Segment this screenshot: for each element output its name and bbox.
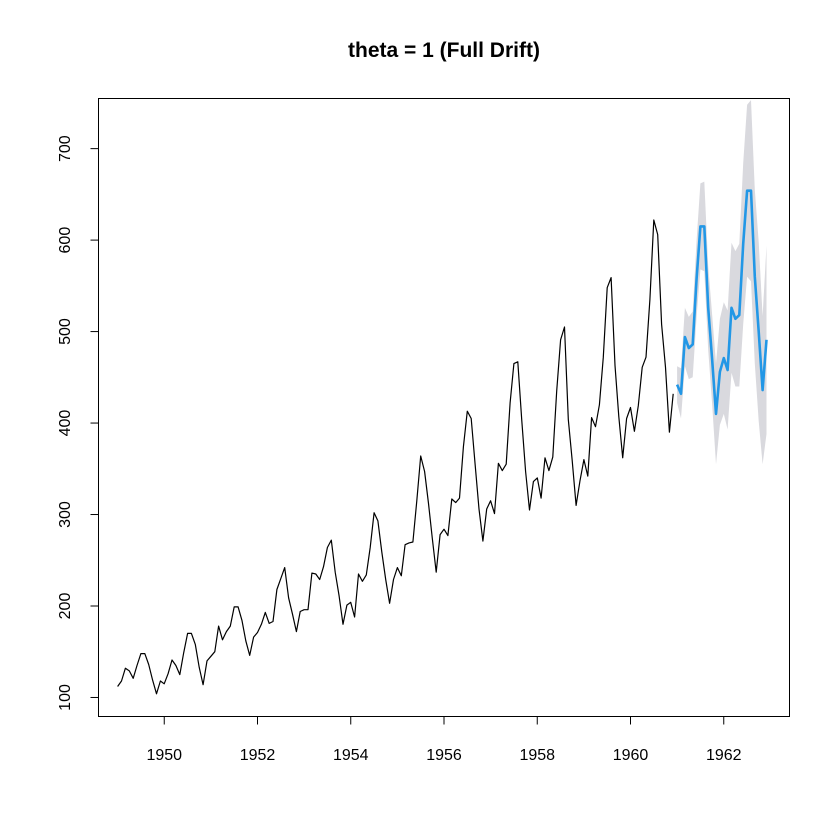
interval-band [677,100,767,465]
forecast-interval [677,100,767,465]
x-tick-label: 1960 [613,747,649,764]
y-axis: 100 200 300 400 500 600 700 [57,135,99,711]
x-tick-label: 1952 [240,747,276,764]
y-tick-label: 300 [57,501,74,528]
forecast-series-line [675,189,768,416]
y-tick-label: 600 [57,227,74,254]
x-tick-label: 1954 [333,747,369,764]
y-tick-label: 400 [57,410,74,437]
x-tick-label: 1962 [706,747,742,764]
chart-title: theta = 1 (Full Drift) [348,39,540,62]
plot-area-frame [98,98,790,717]
x-tick-label: 1958 [519,747,555,764]
y-tick-label: 700 [57,135,74,162]
y-tick-label: 200 [57,593,74,620]
y-tick-label: 500 [57,318,74,345]
x-tick-label: 1950 [146,747,182,764]
x-tick-label: 1956 [426,747,462,764]
y-tick-label: 100 [57,684,74,711]
observed-series-line [117,219,674,695]
x-axis: 1950 1952 1954 1956 1958 1960 1962 [146,716,742,764]
